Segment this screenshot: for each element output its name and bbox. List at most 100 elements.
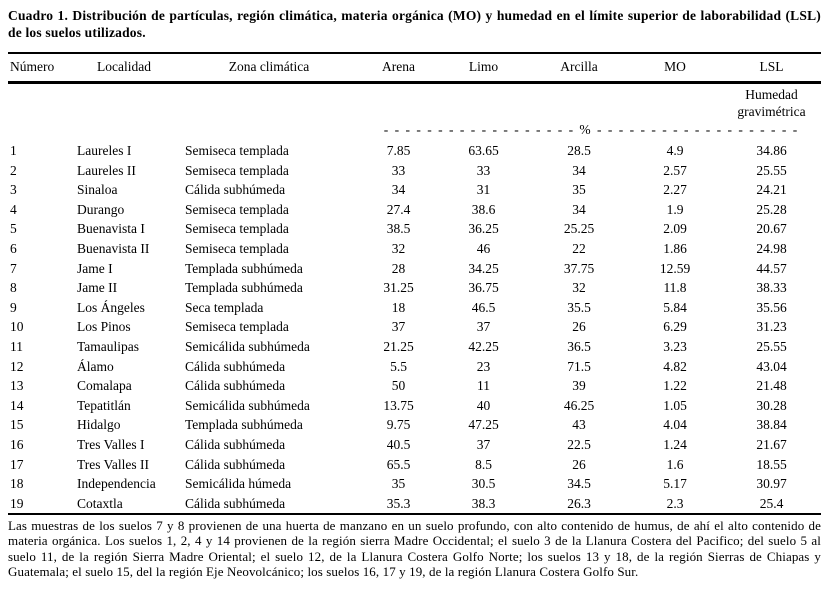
table-cell: 21.67 [756,436,787,452]
table-footnote: Las muestras de los suelos 7 y 8 provien… [8,518,821,579]
page-container: Cuadro 1. Distribución de partículas, re… [8,8,821,579]
table-cell: 2 [10,162,17,178]
table-cell: Cálida subhúmeda [185,358,286,374]
table-row: 6 Buenavista II Semiseca templada 32 46 22 1.8… [8,239,821,259]
column-header-1: Localidad [70,53,178,84]
table-cell: 1.9 [666,201,684,217]
table-cell: Laureles I [77,143,132,158]
table-cell: 9.75 [386,417,411,433]
table-cell: 42.25 [468,338,499,354]
table-cell: 32 [391,240,406,256]
table-cell: 5.5 [390,358,407,374]
table-row: 9 Los Ángeles Seca templada 18 46.5 35.5 5.84 3… [8,298,821,318]
table-cell: 17 [10,456,24,472]
table-row: 13 Comalapa Cálida subhúmeda 50 11 39 1.22 21.4… [8,376,821,396]
table-cell: 28 [391,260,406,276]
table-cell: 31.23 [756,319,787,335]
table-cell: 34.25 [468,260,499,276]
table-cell: 32 [572,280,586,296]
table-cell: Semiseca templada [185,319,289,335]
table-cell: 8 [10,280,17,296]
table-cell: 11 [10,338,23,354]
table-row: 1 Laureles I Semiseca templada 7.85 63.65 28.… [8,141,821,161]
table-cell: 16 [10,436,24,452]
table-row: 10 Los Pinos Semiseca templada 37 37 26 6.29 31… [8,317,821,337]
table-row: 15 Hidalgo Templada subhúmeda 9.75 47.25 43 4.… [8,415,821,435]
table-cell: 1.24 [663,436,687,452]
table-cell: 3.23 [663,338,687,354]
table-cell: 33 [391,162,406,178]
table-cell: 20.67 [756,221,787,237]
table-row: 7 Jame I Templada subhúmeda 28 34.25 37.75 12.… [8,259,821,279]
column-header-0: Número [8,53,70,84]
table-cell: Semicálida subhúmeda [185,397,310,413]
table-cell: 43.04 [756,358,787,374]
table-subheader-row: Humedad gravimétrica [8,83,821,122]
column-header-2: Zona climática [178,53,360,84]
table-cell: 26 [572,456,586,472]
table-cell: 7 [10,260,17,276]
soils-data-table: Número Localidad Zona climática Arena Limo Ar… [8,52,821,516]
table-cell: 37.75 [563,260,595,276]
table-cell: 37 [476,436,491,452]
table-cell: 1.6 [666,456,684,472]
table-cell: 11.8 [663,280,687,296]
table-cell: Cálida subhúmeda [185,182,286,198]
table-cell: Templada subhúmeda [185,417,303,433]
table-cell: 10 [10,319,24,335]
table-cell: 1.86 [663,240,687,256]
table-cell: 25.28 [756,201,787,217]
table-cell: 63.65 [468,143,499,158]
table-cell: Tepatitlán [77,397,131,413]
table-cell: 18 [10,476,24,492]
table-cell: Durango [77,201,125,217]
table-cell: 13.75 [383,397,414,413]
table-cell: 36.25 [468,221,499,237]
table-cell: 39 [572,378,586,394]
table-cell: 1.05 [663,397,687,413]
table-cell: 27.4 [386,201,411,217]
column-header-4: Limo [437,53,530,84]
table-cell: 7.85 [386,143,411,158]
table-cell: 50 [391,378,406,394]
table-cell: 11 [477,378,490,394]
table-cell: 12 [10,358,24,374]
table-cell: Buenavista I [77,221,145,237]
table-cell: Cálida subhúmeda [185,378,286,394]
table-cell: Buenavista II [77,240,150,256]
table-cell: Semiseca templada [185,221,289,237]
table-row: 4 Durango Semiseca templada 27.4 38.6 34 1.9 25… [8,200,821,220]
table-cell: 38.84 [756,417,787,433]
table-cell: Cálida subhúmeda [185,436,286,452]
table-cell: 38.5 [386,221,411,237]
table-cell: Laureles II [77,162,136,178]
table-cell: 35.3 [386,495,411,511]
table-cell: 4.04 [663,417,687,433]
table-cell: 6.29 [663,319,687,335]
table-cell: Tres Valles I [77,436,145,452]
table-cell: 36.5 [567,338,591,354]
table-cell: Semicálida subhúmeda [185,338,310,354]
table-cell: Jame II [77,280,118,296]
table-cell: Cotaxtla [77,495,123,511]
table-cell: 28.5 [567,143,591,158]
lsl-subheader: Humedad gravimétrica [737,87,806,119]
table-cell: 2.09 [663,221,687,237]
units-spacer [8,121,360,141]
table-cell: 5.84 [663,299,687,315]
table-cell: 13 [10,378,24,394]
table-cell: 37 [391,319,406,335]
table-cell: 34.86 [756,143,787,158]
table-cell: Los Ángeles [77,299,145,315]
table-cell: Comalapa [77,378,132,394]
table-cell: Independencia [77,476,156,492]
table-cell: 38.3 [471,495,496,511]
table-row: 3 Sinaloa Cálida subhúmeda 34 31 35 2.27 24.21 [8,180,821,200]
table-cell: 46.5 [471,299,496,315]
table-cell: 71.5 [567,358,591,374]
table-row: 8 Jame II Templada subhúmeda 31.25 36.75 32 11… [8,278,821,298]
table-cell: 1 [10,143,17,158]
table-cell: Semiseca templada [185,240,289,256]
table-cell: 8.5 [475,456,492,472]
